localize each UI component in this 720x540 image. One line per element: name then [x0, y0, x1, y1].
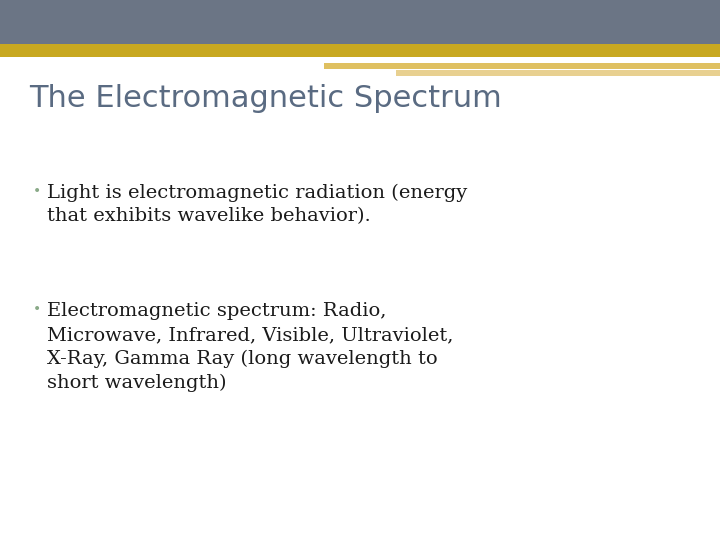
Text: Electromagnetic spectrum: Radio,
Microwave, Infrared, Visible, Ultraviolet,
X-Ra: Electromagnetic spectrum: Radio, Microwa… — [47, 302, 453, 392]
Bar — [0, 0, 720, 44]
Bar — [324, 63, 720, 69]
Text: Light is electromagnetic radiation (energy
that exhibits wavelike behavior).: Light is electromagnetic radiation (ener… — [47, 184, 467, 225]
Bar — [396, 70, 720, 76]
Text: The Electromagnetic Spectrum: The Electromagnetic Spectrum — [29, 84, 502, 113]
Text: •: • — [32, 184, 40, 198]
Bar — [0, 44, 720, 57]
Text: •: • — [32, 302, 40, 316]
